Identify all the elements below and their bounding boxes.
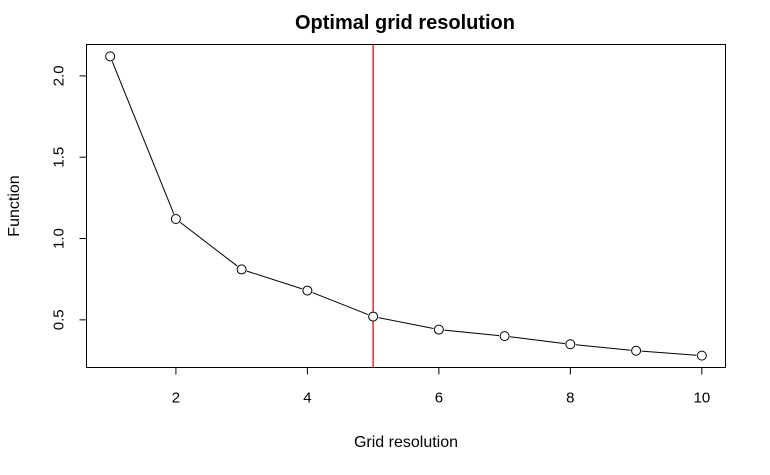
x-tick-label: 6 <box>435 390 443 407</box>
series-group <box>105 44 707 368</box>
data-point <box>631 345 642 356</box>
x-axis: 2 4 6 8 10 <box>172 367 710 407</box>
series-segment <box>312 292 369 316</box>
series-segment <box>378 317 434 330</box>
y-tick-label: 0.5 <box>51 309 68 330</box>
series-segment <box>179 221 238 267</box>
x-tick-label: 10 <box>693 390 710 407</box>
series-segment <box>575 344 631 351</box>
y-tick-label: 1.0 <box>51 228 68 249</box>
data-point <box>433 324 444 335</box>
data-point <box>499 331 510 342</box>
data-point <box>105 51 116 62</box>
x-tick-label: 8 <box>566 390 574 407</box>
series-segment <box>444 329 500 337</box>
y-tick-label: 1.5 <box>51 147 68 168</box>
chart-title: Optimal grid resolution <box>295 12 515 34</box>
x-axis-label: Grid resolution <box>354 434 458 451</box>
plot-frame <box>86 44 726 368</box>
y-axis: 0.5 1.0 1.5 2.0 <box>51 65 87 330</box>
data-point <box>565 339 576 350</box>
data-point <box>302 285 313 296</box>
y-tick-label: 2.0 <box>51 65 68 86</box>
data-point <box>368 311 379 322</box>
series-segment <box>111 61 175 215</box>
y-axis-label: Function <box>6 175 23 236</box>
series-segment <box>246 270 303 290</box>
series-segment <box>641 350 697 356</box>
x-tick-label: 4 <box>303 390 311 407</box>
data-point <box>236 264 247 275</box>
data-point <box>170 214 181 225</box>
x-tick-label: 2 <box>172 390 180 407</box>
data-point <box>696 350 707 361</box>
series-segment <box>510 336 565 345</box>
